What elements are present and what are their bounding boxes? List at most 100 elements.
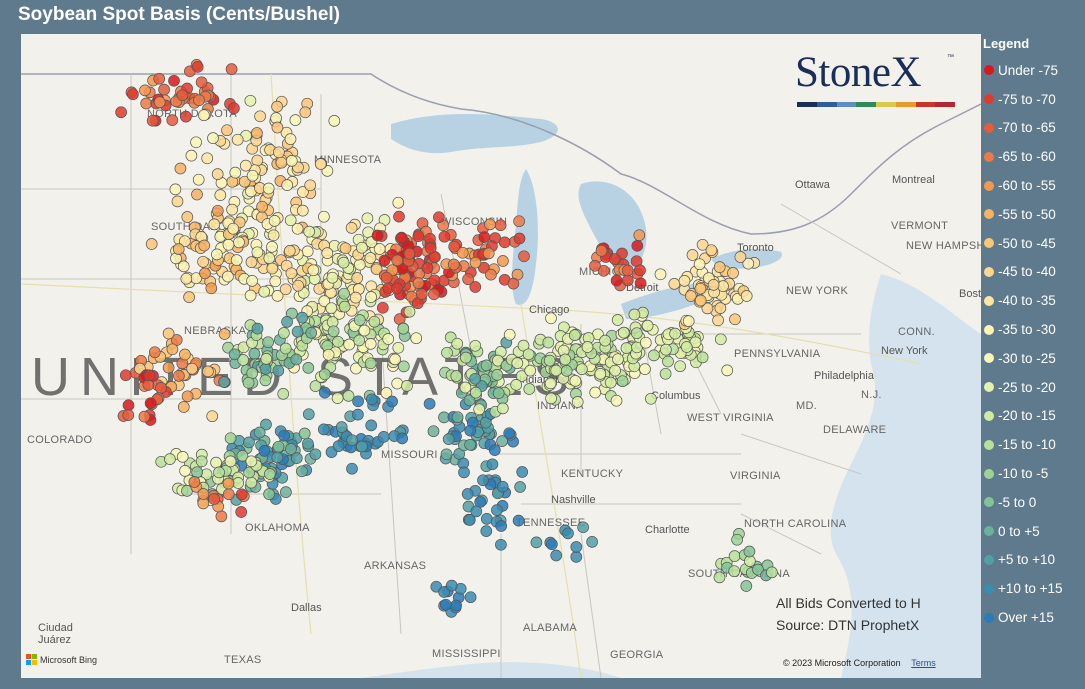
basis-dot[interactable] — [634, 264, 646, 277]
basis-dot[interactable] — [179, 235, 191, 248]
basis-dot[interactable] — [377, 431, 390, 443]
basis-dot[interactable] — [244, 94, 257, 107]
basis-dot[interactable] — [386, 395, 398, 408]
basis-dot[interactable] — [162, 327, 175, 340]
basis-dot[interactable] — [332, 335, 344, 348]
basis-dot[interactable] — [195, 76, 208, 89]
basis-dot[interactable] — [153, 96, 166, 109]
basis-dot[interactable] — [742, 257, 755, 270]
basis-dot[interactable] — [251, 322, 264, 335]
basis-dot[interactable] — [285, 267, 298, 280]
basis-dot[interactable] — [211, 168, 224, 180]
basis-dot[interactable] — [331, 392, 344, 404]
basis-dot[interactable] — [734, 251, 747, 263]
basis-dot[interactable] — [488, 444, 501, 456]
basis-dot[interactable] — [140, 97, 153, 110]
basis-dot[interactable] — [228, 348, 241, 361]
basis-dot[interactable] — [491, 504, 503, 516]
basis-dot[interactable] — [353, 314, 366, 326]
basis-dot[interactable] — [517, 339, 530, 352]
basis-dot[interactable] — [705, 244, 718, 257]
basis-dot[interactable] — [696, 351, 709, 364]
basis-dot[interactable] — [281, 316, 293, 328]
basis-dot[interactable] — [262, 182, 275, 195]
basis-dot[interactable] — [206, 410, 219, 423]
basis-dot[interactable] — [271, 100, 283, 113]
basis-dot[interactable] — [403, 247, 416, 260]
basis-dot[interactable] — [258, 285, 271, 298]
basis-dot[interactable] — [179, 348, 191, 361]
basis-dot[interactable] — [496, 480, 509, 493]
basis-dot[interactable] — [254, 110, 266, 123]
basis-dot[interactable] — [304, 179, 317, 192]
basis-dot[interactable] — [610, 274, 623, 287]
basis-dot[interactable] — [181, 390, 194, 403]
basis-dot[interactable] — [616, 375, 629, 388]
basis-dot[interactable] — [743, 545, 756, 558]
basis-dot[interactable] — [225, 63, 238, 75]
basis-dot[interactable] — [396, 432, 409, 445]
basis-dot[interactable] — [513, 232, 526, 245]
basis-dot[interactable] — [577, 521, 589, 534]
basis-dot[interactable] — [701, 302, 714, 315]
basis-dot[interactable] — [639, 336, 652, 349]
basis-dot[interactable] — [589, 259, 601, 272]
basis-dot[interactable] — [218, 328, 231, 340]
basis-dot[interactable] — [214, 189, 227, 201]
basis-dot[interactable] — [669, 327, 681, 340]
basis-dot[interactable] — [271, 290, 284, 302]
basis-dot[interactable] — [391, 282, 403, 295]
basis-dot[interactable] — [251, 127, 263, 139]
basis-dot[interactable] — [543, 354, 556, 367]
basis-dot[interactable] — [190, 136, 202, 149]
basis-dot[interactable] — [510, 379, 523, 391]
basis-dot[interactable] — [208, 218, 221, 231]
basis-dot[interactable] — [224, 432, 237, 445]
basis-dot[interactable] — [208, 493, 220, 505]
basis-dot[interactable] — [158, 83, 170, 96]
basis-dot[interactable] — [412, 230, 425, 242]
basis-dot[interactable] — [235, 488, 248, 501]
basis-dot[interactable] — [498, 236, 511, 249]
basis-dot[interactable] — [275, 156, 288, 169]
basis-dot[interactable] — [148, 346, 161, 359]
basis-dot[interactable] — [221, 124, 233, 137]
basis-dot[interactable] — [469, 386, 482, 399]
basis-dot[interactable] — [327, 325, 340, 338]
basis-dot[interactable] — [162, 361, 175, 374]
basis-dot[interactable] — [307, 264, 320, 277]
basis-dot[interactable] — [503, 427, 516, 440]
basis-dot[interactable] — [469, 281, 482, 293]
basis-dot[interactable] — [302, 437, 314, 450]
basis-dot[interactable] — [231, 133, 244, 146]
basis-dot[interactable] — [205, 282, 218, 295]
basis-dot[interactable] — [278, 429, 290, 442]
basis-dot[interactable] — [462, 273, 474, 286]
basis-dot[interactable] — [317, 423, 330, 436]
basis-dot[interactable] — [678, 275, 691, 287]
basis-dot[interactable] — [559, 353, 572, 366]
basis-dot[interactable] — [641, 319, 654, 332]
basis-dot[interactable] — [721, 364, 734, 377]
basis-dot[interactable] — [259, 363, 272, 375]
basis-dot[interactable] — [350, 362, 362, 375]
basis-dot[interactable] — [290, 353, 303, 366]
basis-dot[interactable] — [263, 252, 276, 265]
basis-dot[interactable] — [365, 393, 378, 406]
basis-dot[interactable] — [545, 392, 557, 405]
basis-dot[interactable] — [236, 450, 249, 462]
basis-dot[interactable] — [211, 248, 223, 261]
basis-dot[interactable] — [604, 376, 617, 389]
basis-dot[interactable] — [272, 440, 285, 453]
basis-dot[interactable] — [171, 195, 184, 208]
basis-dot[interactable] — [731, 533, 743, 546]
basis-dot[interactable] — [321, 247, 334, 259]
basis-dot[interactable] — [139, 84, 151, 97]
basis-dot[interactable] — [122, 409, 135, 421]
basis-dot[interactable] — [177, 260, 190, 273]
basis-dot[interactable] — [244, 289, 257, 302]
basis-dot[interactable] — [495, 538, 507, 551]
basis-dot[interactable] — [373, 243, 386, 255]
basis-dot[interactable] — [183, 291, 195, 303]
basis-dot[interactable] — [222, 477, 235, 490]
